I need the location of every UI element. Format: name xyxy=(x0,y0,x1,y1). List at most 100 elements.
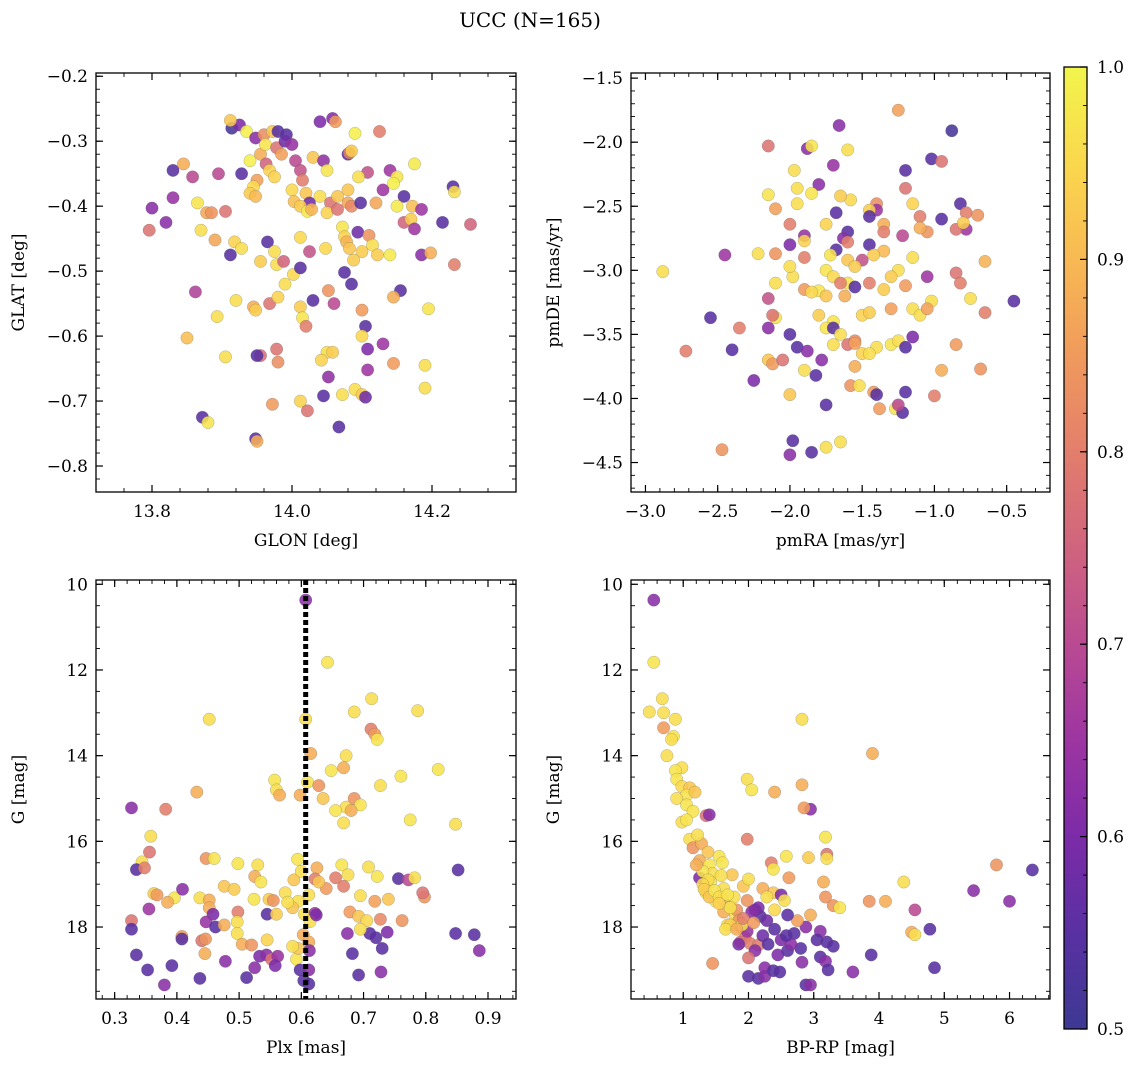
scatter-point xyxy=(322,284,335,297)
scatter-point xyxy=(207,852,221,865)
scatter-point xyxy=(130,948,143,962)
scatter-point xyxy=(679,344,693,358)
scatter-point xyxy=(368,894,382,908)
y-tick-label: −0.4 xyxy=(47,197,88,217)
scatter-point xyxy=(339,749,353,763)
scatter-point xyxy=(704,311,717,325)
scatter-point xyxy=(783,388,797,401)
scatter-point xyxy=(834,435,847,449)
scatter-point xyxy=(761,139,775,153)
x-tick-label: 4 xyxy=(874,1009,885,1029)
scatter-point xyxy=(224,114,237,127)
scatter-point xyxy=(819,289,833,303)
scatter-point xyxy=(194,223,208,237)
scatter-point xyxy=(866,747,879,760)
scatter-point xyxy=(862,894,876,908)
scatter-point xyxy=(327,297,341,310)
scatter-point xyxy=(291,852,304,866)
scatter-point xyxy=(967,884,980,897)
scatter-point xyxy=(382,892,395,906)
scatter-point xyxy=(834,189,847,203)
scatter-point xyxy=(848,360,862,373)
scatter-point xyxy=(884,270,898,284)
scatter-point xyxy=(313,190,327,203)
scatter-point xyxy=(144,829,158,843)
scatter-point xyxy=(848,337,862,350)
scatter-point xyxy=(248,961,262,975)
scatter-point xyxy=(706,957,719,970)
scatter-point xyxy=(335,858,349,872)
scatter-point xyxy=(448,258,461,271)
scatter-point xyxy=(202,712,216,726)
scatter-point xyxy=(846,965,860,979)
scatter-point xyxy=(913,210,927,223)
scatter-point xyxy=(219,205,232,218)
x-tick-label: 5 xyxy=(939,1009,950,1029)
scatter-points xyxy=(656,103,1021,462)
axes-frame xyxy=(630,579,1051,1000)
scatter-point xyxy=(408,222,421,236)
scatter-point xyxy=(810,933,824,947)
scatter-point xyxy=(259,138,272,151)
scatter-point xyxy=(422,302,435,316)
colorbar-tick-label: 0.9 xyxy=(1097,250,1124,270)
scatter-point xyxy=(125,922,138,936)
scatter-point xyxy=(817,875,830,889)
scatter-point xyxy=(760,914,774,927)
scatter-point xyxy=(408,157,421,171)
scatter-point xyxy=(766,308,779,322)
scatter-point xyxy=(747,916,761,930)
x-tick-label: −2.0 xyxy=(769,502,810,522)
y-tick-label: −2.0 xyxy=(582,133,623,153)
x-tick-label: 0.5 xyxy=(226,1009,253,1029)
scatter-point xyxy=(795,712,809,726)
scatter-point xyxy=(870,388,883,401)
scatter-point xyxy=(331,190,344,203)
scatter-point xyxy=(270,342,283,356)
scatter-point xyxy=(761,292,775,305)
scatter-point xyxy=(235,242,248,255)
scatter-point xyxy=(797,801,811,815)
scatter-point xyxy=(908,903,922,917)
scatter-point xyxy=(150,888,164,902)
colorbar-tick-label: 0.6 xyxy=(1097,828,1124,848)
scatter-point xyxy=(351,225,365,239)
scatter-point xyxy=(374,965,388,979)
scatter-point xyxy=(189,285,202,299)
scatter-point xyxy=(142,223,156,237)
scatter-point xyxy=(299,319,313,333)
y-tick-label: 16 xyxy=(66,832,88,852)
x-tick-label: −2.5 xyxy=(697,502,738,522)
scatter-point xyxy=(355,303,369,317)
scatter-point xyxy=(730,922,744,936)
scatter-point xyxy=(397,190,411,203)
scatter-point xyxy=(354,889,367,903)
x-tick-label: 3 xyxy=(808,1009,819,1029)
scatter-point xyxy=(716,856,729,870)
scatter-point xyxy=(742,951,755,965)
scatter-points xyxy=(642,593,1039,992)
scatter-point xyxy=(254,255,267,268)
scatter-point xyxy=(899,385,912,399)
scatter-point xyxy=(230,927,244,940)
scatter-point xyxy=(472,944,486,957)
scatter-point xyxy=(783,328,797,341)
scatter-point xyxy=(141,963,154,977)
scatter-point xyxy=(852,379,866,392)
scatter-points xyxy=(142,112,477,448)
scatter-point xyxy=(832,119,846,132)
scatter-point xyxy=(296,173,309,187)
scatter-point xyxy=(387,290,400,304)
scatter-point xyxy=(158,978,171,992)
colorbar-ticks: 0.5 0.6 0.7 0.8 0.9 1.0 xyxy=(1080,58,1124,1040)
scatter-point xyxy=(805,139,818,153)
scatter-point xyxy=(826,158,840,172)
scatter-point xyxy=(686,804,700,818)
scatter-point xyxy=(294,261,307,275)
scatter-point xyxy=(782,871,796,885)
scatter-point xyxy=(305,203,318,216)
scatter-point xyxy=(159,216,173,229)
scatter-point xyxy=(193,972,207,985)
scatter-point xyxy=(464,218,477,231)
